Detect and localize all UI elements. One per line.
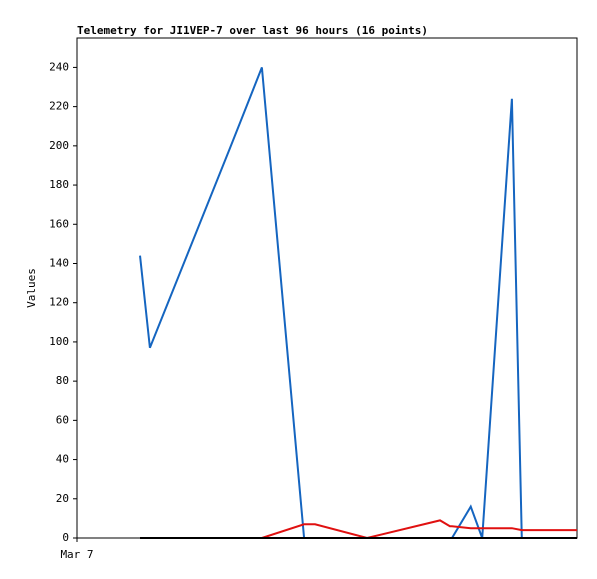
y-tick-label: 100 [49,335,69,348]
y-tick-label: 80 [56,374,69,387]
y-tick-label: 240 [49,60,69,73]
y-tick-label: 40 [56,453,69,466]
series-line [140,519,577,540]
plot-frame [76,37,578,539]
y-tick-label: 180 [49,178,69,191]
y-tick-label: 160 [49,217,69,230]
x-tick-label: Mar 7 [60,548,93,561]
series-line [139,67,577,539]
y-tick-label: 20 [56,492,69,505]
y-tick-label: 200 [49,139,69,152]
y-tick-label: 120 [49,296,69,309]
y-tick-label: 140 [49,256,69,269]
y-tick-label: 220 [49,100,69,113]
chart-title: Telemetry for JI1VEP-7 over last 96 hour… [77,24,428,37]
y-tick-label: 60 [56,413,69,426]
y-tick-label: 0 [62,531,69,544]
y-axis-label: Values [25,268,38,308]
